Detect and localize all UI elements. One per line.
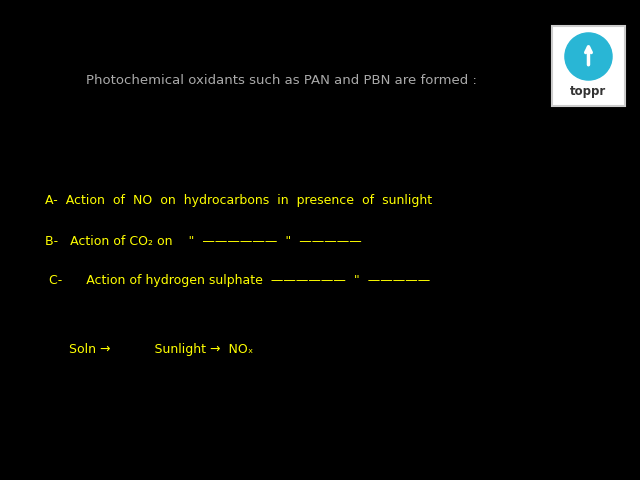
Text: toppr: toppr [570,85,607,98]
Text: Soln →           Sunlight →  NOₓ: Soln → Sunlight → NOₓ [45,343,253,356]
Bar [552,26,625,106]
Circle shape [565,33,612,80]
Text: A-  Action  of  NO  on  hydrocarbons  in  presence  of  sunlight: A- Action of NO on hydrocarbons in prese… [45,194,432,207]
Text: Photochemical oxidants such as PAN and PBN are formed :: Photochemical oxidants such as PAN and P… [86,74,477,87]
Text: B-   Action of CO₂ on    "  ——————  "  —————: B- Action of CO₂ on " —————— " ————— [45,235,362,248]
Text: C-      Action of hydrogen sulphate  ——————  "  —————: C- Action of hydrogen sulphate —————— " … [45,274,430,287]
